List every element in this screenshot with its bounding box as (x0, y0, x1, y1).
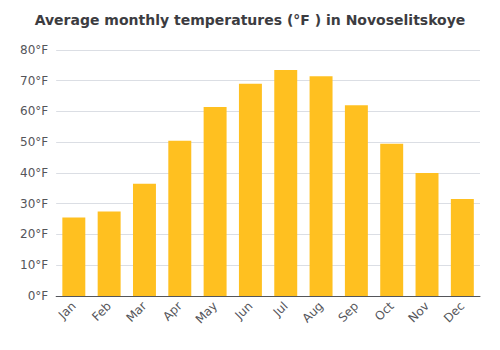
svg-text:Nov: Nov (406, 299, 432, 325)
svg-text:10°F: 10°F (20, 258, 48, 272)
svg-text:May: May (193, 299, 220, 326)
svg-text:Jun: Jun (232, 299, 256, 323)
svg-text:20°F: 20°F (20, 227, 48, 241)
svg-text:Jul: Jul (270, 299, 291, 320)
svg-text:Mar: Mar (124, 299, 150, 325)
svg-text:0°F: 0°F (28, 289, 49, 303)
svg-text:Dec: Dec (441, 299, 467, 325)
svg-text:Feb: Feb (89, 299, 114, 324)
svg-text:60°F: 60°F (20, 104, 48, 118)
svg-text:Aug: Aug (300, 299, 326, 325)
svg-text:Sep: Sep (335, 299, 361, 325)
svg-text:70°F: 70°F (20, 74, 48, 88)
svg-text:Apr: Apr (160, 299, 185, 324)
svg-text:Average monthly temperatures (: Average monthly temperatures (°F ) in No… (35, 12, 466, 28)
svg-text:Oct: Oct (372, 299, 397, 324)
svg-text:30°F: 30°F (20, 197, 48, 211)
svg-text:80°F: 80°F (20, 43, 48, 57)
svg-text:50°F: 50°F (20, 135, 48, 149)
svg-text:40°F: 40°F (20, 166, 48, 180)
svg-text:Jan: Jan (55, 299, 79, 323)
